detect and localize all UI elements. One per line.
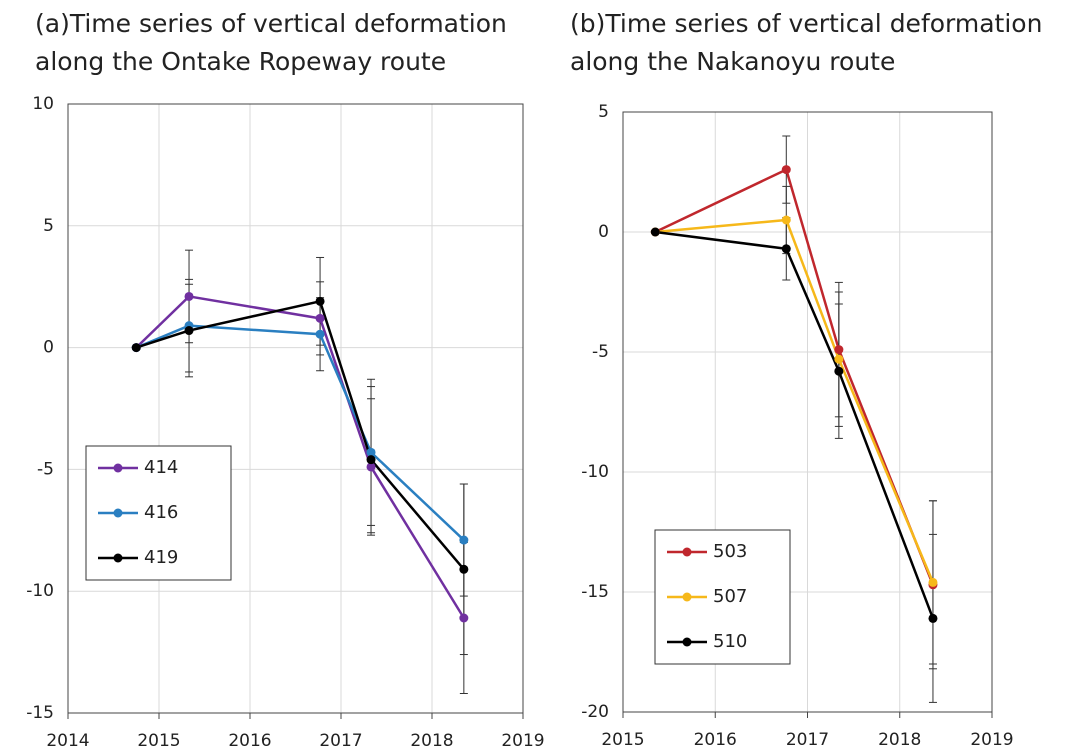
y-tick-label: 0 xyxy=(598,222,609,242)
legend-marker xyxy=(113,508,123,518)
point xyxy=(834,354,844,364)
y-tick-label: -20 xyxy=(581,702,609,722)
plot-frame xyxy=(622,111,993,713)
x-tick-label: 2019 xyxy=(501,731,544,751)
x-tick-label: 2018 xyxy=(878,730,921,750)
point xyxy=(366,455,376,465)
x-tick-label: 2014 xyxy=(46,731,89,751)
point xyxy=(834,345,844,355)
legend-marker xyxy=(682,637,692,647)
point xyxy=(131,343,141,353)
point xyxy=(315,329,325,339)
point xyxy=(366,462,376,472)
y-tick-label: -5 xyxy=(37,459,54,479)
y-tick-label: -10 xyxy=(581,462,609,482)
y-tick-label: 5 xyxy=(598,102,609,122)
legend-label: 419 xyxy=(144,547,178,568)
y-tick-label: 0 xyxy=(43,338,54,358)
legend-marker xyxy=(113,463,123,473)
point xyxy=(781,165,791,175)
x-tick-label: 2015 xyxy=(137,731,180,751)
y-tick-label: -5 xyxy=(592,342,609,362)
point xyxy=(459,535,469,545)
legend-marker xyxy=(682,547,692,557)
x-tick-label: 2016 xyxy=(694,730,737,750)
legend-marker xyxy=(113,553,123,563)
point xyxy=(781,215,791,225)
legend-label: 416 xyxy=(144,502,178,523)
point xyxy=(315,313,325,323)
y-tick-label: 5 xyxy=(43,216,54,236)
plot-frame xyxy=(67,103,524,714)
point xyxy=(459,613,469,623)
series-line xyxy=(654,167,935,586)
chart-title: along the Ontake Ropeway route xyxy=(35,47,446,76)
x-tick-label: 2018 xyxy=(410,731,453,751)
point xyxy=(781,244,791,254)
chart-title: (b)Time series of vertical deformation xyxy=(570,9,1042,38)
chart-title: (a)Time series of vertical deformation xyxy=(35,9,507,38)
point xyxy=(650,227,660,237)
y-tick-label: -15 xyxy=(26,703,54,723)
legend-label: 510 xyxy=(713,631,747,652)
chart-title: along the Nakanoyu route xyxy=(570,47,895,76)
point xyxy=(366,447,376,457)
point xyxy=(834,366,844,376)
legend-label: 414 xyxy=(144,457,178,478)
series-line xyxy=(655,230,935,619)
x-tick-label: 2015 xyxy=(601,730,644,750)
y-tick-label: -10 xyxy=(26,581,54,601)
legend-label: 507 xyxy=(713,586,747,607)
point xyxy=(928,613,938,623)
legend-marker xyxy=(682,592,692,602)
point xyxy=(184,326,194,336)
point xyxy=(184,291,194,301)
y-tick-label: -15 xyxy=(581,582,609,602)
series-line xyxy=(655,218,935,583)
x-tick-label: 2017 xyxy=(786,730,829,750)
x-tick-label: 2019 xyxy=(970,730,1013,750)
y-tick-label: 10 xyxy=(32,94,54,114)
x-tick-label: 2017 xyxy=(319,731,362,751)
x-tick-label: 2016 xyxy=(228,731,271,751)
point xyxy=(315,296,325,306)
point xyxy=(928,577,938,587)
legend-label: 503 xyxy=(713,541,747,562)
point xyxy=(459,564,469,574)
